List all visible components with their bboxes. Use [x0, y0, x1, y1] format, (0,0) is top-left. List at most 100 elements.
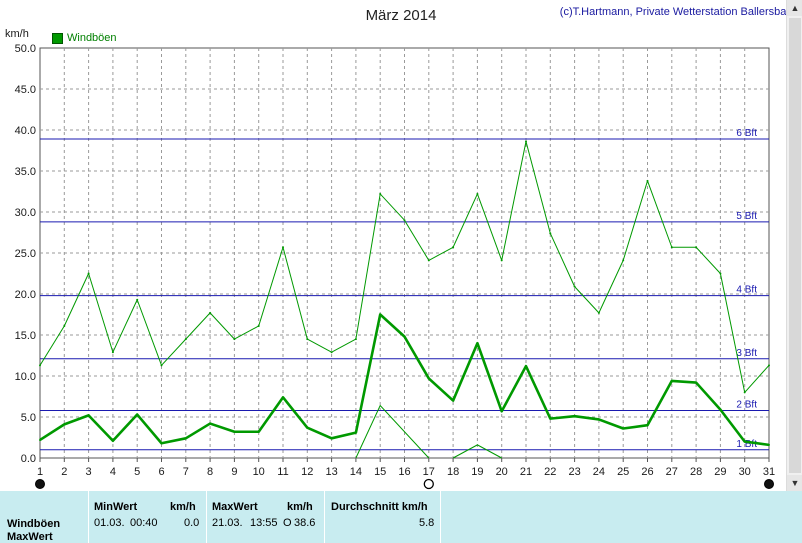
- daily-mean-point: [379, 313, 382, 316]
- credit-text: (c)T.Hartmann, Private Wetterstation Bal…: [559, 6, 798, 18]
- wind-gust-chart: 0.0 5.0 10.0 15.0 20.0 25.0 30.0 35.0 40.0 45.0 50…: [15, 43, 775, 490]
- daily-max-point: [160, 364, 163, 367]
- daily-mean-point: [622, 427, 625, 430]
- daily-mean-point: [646, 424, 649, 427]
- daily-max-point: [306, 338, 309, 341]
- x-tick-label: 29: [714, 466, 726, 478]
- x-tick-label: 18: [447, 466, 459, 478]
- daily-mean-point: [597, 418, 600, 421]
- daily-max-point: [452, 246, 455, 249]
- full-moon-icon: [423, 478, 434, 490]
- y-tick-label: 15.0: [15, 330, 36, 342]
- daily-max-point: [111, 351, 114, 354]
- new-moon-icon: [35, 479, 45, 489]
- y-tick-label: 35.0: [15, 166, 36, 178]
- avg-header: Durchschnitt km/h: [331, 501, 428, 513]
- legend-swatch: [52, 32, 63, 44]
- x-tick-label: 17: [423, 466, 435, 478]
- daily-max-point: [379, 192, 382, 195]
- x-tick-label: 15: [374, 466, 386, 478]
- daily-mean-point: [695, 381, 698, 384]
- new-moon-icon: [764, 479, 774, 489]
- daily-max-point: [63, 324, 66, 327]
- beaufort-label: 2 Bft: [736, 399, 757, 410]
- x-tick-label: 10: [253, 466, 265, 478]
- daily-mean-point: [306, 426, 309, 429]
- min-date: 01.03.: [94, 517, 125, 529]
- row2-label: MaxWert: [7, 531, 53, 543]
- y-tick-label: 10.0: [15, 371, 36, 383]
- daily-max-point: [427, 259, 430, 262]
- avg-value: 5.8: [419, 517, 435, 529]
- daily-max-point: [500, 259, 503, 262]
- daily-mean-point: [39, 438, 41, 441]
- daily-mean-point: [63, 423, 66, 426]
- vertical-scrollbar[interactable]: ▲ ▼: [786, 0, 802, 491]
- stats-divider: [88, 491, 89, 543]
- daily-mean-point: [743, 440, 746, 443]
- daily-max-point: [476, 192, 479, 195]
- daily-min-line: [452, 444, 502, 459]
- x-tick-label: 27: [666, 466, 678, 478]
- daily-mean-point: [403, 335, 406, 338]
- daily-mean-point: [476, 342, 479, 345]
- x-tick-label: 23: [568, 466, 580, 478]
- x-tick-label: 24: [593, 466, 605, 478]
- daily-mean-point: [136, 413, 139, 416]
- min-value: 0.0: [184, 517, 200, 529]
- max-date: 21.03.: [212, 517, 243, 529]
- daily-max-point: [597, 311, 600, 314]
- daily-max-point: [39, 364, 41, 367]
- daily-mean-point: [549, 417, 552, 420]
- x-tick-label: 8: [207, 466, 213, 478]
- daily-max-point: [233, 338, 236, 341]
- x-tick-label: 1: [37, 466, 43, 478]
- daily-max-point: [768, 364, 770, 367]
- beaufort-label: 1 Bft: [736, 439, 757, 450]
- daily-mean-point: [719, 408, 722, 411]
- beaufort-label: 3 Bft: [736, 348, 757, 359]
- daily-mean-point: [233, 430, 236, 433]
- daily-mean-point: [670, 379, 673, 382]
- scroll-down-arrow-icon[interactable]: ▼: [787, 475, 802, 491]
- daily-max-point: [719, 272, 722, 275]
- daily-mean-point: [525, 365, 527, 368]
- y-tick-label: 40.0: [15, 125, 36, 137]
- min-unit: km/h: [170, 501, 196, 513]
- daily-max-point: [184, 338, 187, 341]
- daily-max-point: [403, 219, 406, 222]
- legend-label: Windböen: [67, 32, 117, 44]
- x-tick-label: 7: [183, 466, 189, 478]
- x-tick-label: 28: [690, 466, 702, 478]
- stats-divider: [324, 491, 325, 543]
- x-tick-label: 3: [86, 466, 92, 478]
- beaufort-label: 4 Bft: [736, 285, 757, 296]
- y-tick-label: 25.0: [15, 248, 36, 260]
- scroll-thumb[interactable]: [789, 18, 801, 473]
- daily-max-point: [573, 285, 576, 288]
- x-tick-label: 20: [496, 466, 508, 478]
- x-tick-label: 19: [471, 466, 483, 478]
- x-tick-label: 2: [61, 466, 67, 478]
- x-tick-label: 13: [325, 466, 337, 478]
- daily-max-point: [670, 246, 673, 249]
- x-tick-label: 22: [544, 466, 556, 478]
- y-tick-label: 45.0: [15, 84, 36, 96]
- daily-mean-point: [354, 431, 357, 434]
- x-tick-label: 21: [520, 466, 532, 478]
- scroll-up-arrow-icon[interactable]: ▲: [787, 0, 802, 16]
- x-tick-label: 25: [617, 466, 629, 478]
- daily-max-point: [354, 338, 357, 341]
- chart-title: März 2014: [365, 7, 437, 24]
- daily-max-point: [87, 272, 90, 275]
- x-tick-label: 14: [350, 466, 362, 478]
- daily-mean-point: [184, 437, 187, 440]
- beaufort-label: 6 Bft: [736, 128, 757, 139]
- y-tick-label: 50.0: [15, 43, 36, 55]
- x-tick-label: 26: [641, 466, 653, 478]
- daily-min-line: [355, 404, 430, 459]
- max-value: 38.6: [294, 517, 316, 529]
- daily-max-point: [695, 246, 698, 249]
- max-flag: O: [283, 517, 292, 529]
- x-tick-label: 5: [134, 466, 140, 478]
